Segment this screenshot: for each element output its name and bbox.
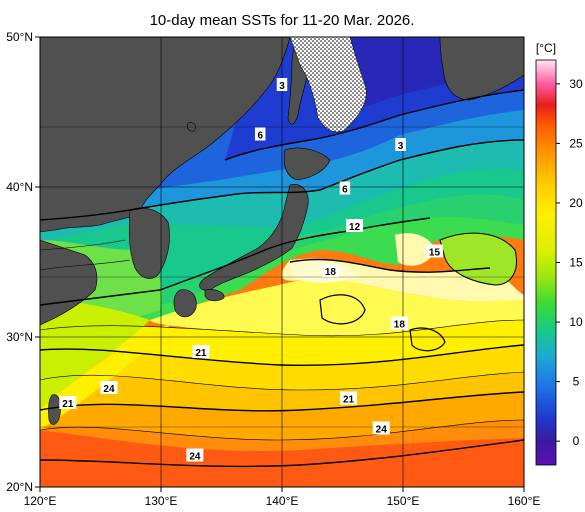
colorbar-gradient (535, 59, 557, 466)
contour-label-text: 3 (398, 141, 404, 152)
colorbar-tick-label: 25 (569, 136, 583, 150)
lon-label: 150°E (387, 494, 420, 508)
honshu (199, 184, 309, 291)
korea (128, 207, 170, 279)
contour-label-text: 24 (103, 384, 115, 395)
land-masses (40, 37, 524, 425)
contour-label-box (59, 396, 77, 409)
kyushu (173, 289, 197, 318)
contour-label: 6 (254, 127, 266, 142)
contour-label: 24 (186, 448, 204, 463)
colorbar-tick-label: 30 (569, 77, 583, 91)
contour-label-text: 21 (343, 395, 355, 406)
lon-label: 120°E (24, 494, 57, 508)
colorbar-tick-label: 5 (573, 375, 580, 389)
map-title: 10-day mean SSTs for 11-20 Mar. 2026. (149, 12, 415, 29)
contour-label-box (395, 138, 406, 151)
contour-label-text: 6 (257, 131, 263, 142)
contour-label-box (339, 181, 351, 195)
hokkaido (283, 147, 331, 181)
latitude-labels: 50°N 40°N 30°N 20°N (6, 30, 33, 494)
colorbar-tick-label: 15 (569, 256, 583, 270)
contour-label: 24 (372, 421, 390, 436)
isotherm-contours (40, 89, 524, 468)
lon-label: 160°E (508, 494, 541, 508)
contour-label-text: 15 (429, 248, 441, 259)
contour-label-box (372, 421, 390, 435)
contour-label: 18 (321, 264, 339, 278)
contour-label-text: 12 (349, 222, 361, 233)
contour-label: 21 (340, 391, 358, 406)
contour-label-box (100, 381, 118, 394)
lat-label: 40°N (6, 180, 33, 194)
contour-label-text: 24 (189, 452, 201, 463)
taiwan (48, 394, 61, 425)
contour-label-box (340, 391, 358, 405)
contour-label-text: 18 (394, 320, 406, 331)
contour-label-text: 24 (376, 425, 388, 436)
contour-label-box (254, 127, 266, 141)
lat-label: 30°N (6, 330, 33, 344)
lon-label: 130°E (145, 494, 178, 508)
contour-label: 18 (390, 316, 408, 331)
contour-label-box (192, 345, 210, 358)
contour-label-text: 6 (342, 185, 348, 196)
contour-label-box (425, 244, 443, 258)
contour-label: 21 (59, 396, 77, 410)
lat-label: 50°N (6, 30, 33, 44)
contour-label-text: 21 (195, 348, 207, 359)
axis-ticks (35, 36, 525, 492)
colorbar-tick-label: 0 (573, 434, 580, 448)
contour-label-box (390, 316, 408, 330)
asia-mainland (40, 37, 291, 233)
graticule (40, 37, 524, 487)
contour-label-box (186, 448, 204, 462)
contour-label-text: 18 (325, 267, 337, 278)
contour-label: 3 (395, 138, 406, 152)
contour-label-box (276, 78, 288, 91)
kamchatka (439, 37, 524, 101)
contour-label: 6 (339, 181, 351, 196)
contour-label-text: 21 (62, 399, 74, 410)
colorbar-ticks: 30 25 20 15 10 5 0 (556, 77, 583, 448)
contour-labels: 3 6 3 6 12 15 18 18 21 21 24 21 24 24 (59, 78, 443, 463)
colorbar-tick-label: 10 (569, 315, 583, 329)
longitude-labels: 120°E 130°E 140°E 150°E 160°E (24, 494, 541, 508)
contour-label: 24 (100, 381, 118, 395)
lon-label: 140°E (266, 494, 299, 508)
contour-label-box (346, 219, 364, 232)
contour-label: 21 (192, 345, 210, 359)
contour-label: 3 (276, 78, 288, 92)
colorbar-unit: [°C] (536, 41, 556, 55)
lat-label: 20°N (6, 480, 33, 494)
contour-label-box (321, 264, 339, 277)
contour-label: 15 (425, 244, 443, 259)
contour-label: 12 (346, 219, 364, 233)
colorbar-tick-label: 20 (569, 196, 583, 210)
sea-ice (289, 37, 367, 133)
shikoku (204, 289, 225, 302)
contour-label-text: 3 (279, 81, 285, 92)
colorbar: [°C] 30 25 20 15 10 5 0 (535, 41, 583, 466)
